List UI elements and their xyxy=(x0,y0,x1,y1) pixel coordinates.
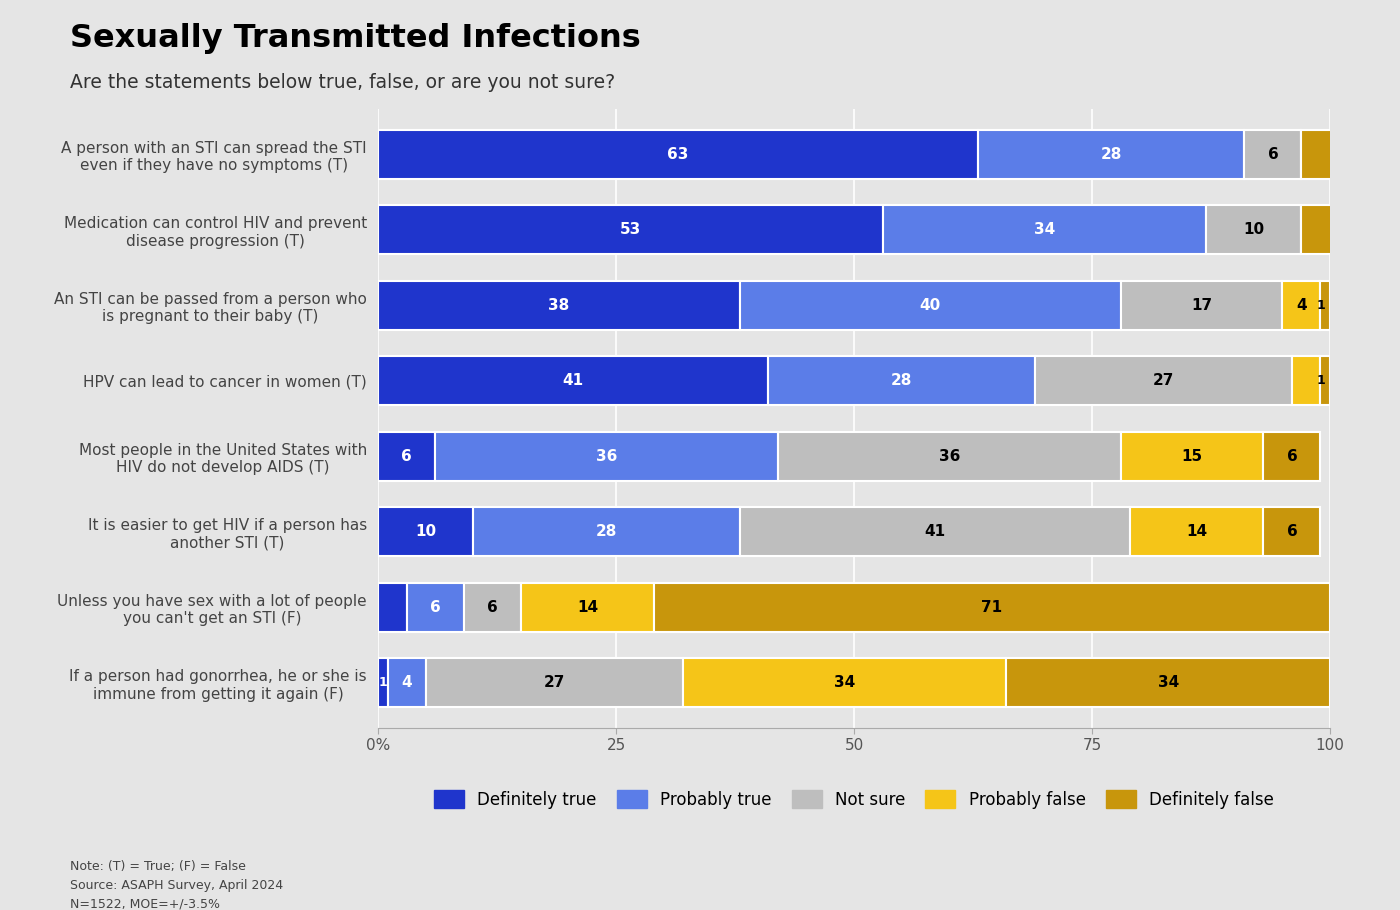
Text: 1: 1 xyxy=(1316,298,1324,312)
Text: 15: 15 xyxy=(1182,449,1203,464)
Text: 27: 27 xyxy=(543,675,564,690)
Text: 34: 34 xyxy=(834,675,855,690)
Bar xyxy=(1207,206,1302,255)
Bar xyxy=(378,658,388,707)
Text: 1: 1 xyxy=(378,676,388,689)
Text: 6: 6 xyxy=(1287,449,1298,464)
Bar xyxy=(378,130,977,179)
Bar xyxy=(739,281,1120,330)
Text: 34: 34 xyxy=(1033,222,1056,238)
Text: 6: 6 xyxy=(430,600,441,615)
Text: 6: 6 xyxy=(1267,147,1278,162)
Bar xyxy=(378,357,769,405)
Text: 38: 38 xyxy=(549,298,570,313)
Bar xyxy=(1282,281,1320,330)
Bar xyxy=(769,357,1035,405)
Bar xyxy=(1120,432,1263,480)
Bar xyxy=(378,432,435,480)
Text: 10: 10 xyxy=(1243,222,1264,238)
Bar xyxy=(1320,281,1330,330)
Bar xyxy=(463,582,521,632)
Text: 41: 41 xyxy=(924,524,945,540)
Text: 53: 53 xyxy=(620,222,641,238)
Text: 28: 28 xyxy=(890,373,913,389)
Text: 34: 34 xyxy=(1158,675,1179,690)
Bar xyxy=(1007,658,1330,707)
Bar xyxy=(378,582,406,632)
Text: 28: 28 xyxy=(596,524,617,540)
Text: 1: 1 xyxy=(1316,374,1324,388)
Text: 40: 40 xyxy=(920,298,941,313)
Text: Sexually Transmitted Infections: Sexually Transmitted Infections xyxy=(70,23,641,54)
Bar xyxy=(1263,507,1320,556)
Bar xyxy=(1245,130,1302,179)
Bar xyxy=(1035,357,1292,405)
Bar xyxy=(654,582,1330,632)
Bar xyxy=(378,206,882,255)
Text: 10: 10 xyxy=(414,524,437,540)
Text: 6: 6 xyxy=(487,600,497,615)
Bar xyxy=(1120,281,1282,330)
Text: 27: 27 xyxy=(1152,373,1175,389)
Bar xyxy=(1130,507,1263,556)
Bar xyxy=(739,507,1130,556)
Bar xyxy=(1292,357,1320,405)
Text: 36: 36 xyxy=(596,449,617,464)
Text: 28: 28 xyxy=(1100,147,1121,162)
Bar xyxy=(406,582,463,632)
Legend: Definitely true, Probably true, Not sure, Probably false, Definitely false: Definitely true, Probably true, Not sure… xyxy=(427,784,1281,815)
Bar xyxy=(683,658,1007,707)
Bar xyxy=(778,432,1120,480)
Bar xyxy=(1320,357,1330,405)
Bar xyxy=(1302,206,1400,255)
Text: 36: 36 xyxy=(938,449,960,464)
Bar xyxy=(426,658,683,707)
Bar xyxy=(1263,432,1320,480)
Text: 14: 14 xyxy=(1186,524,1207,540)
Text: 6: 6 xyxy=(1287,524,1298,540)
Text: Are the statements below true, false, or are you not sure?: Are the statements below true, false, or… xyxy=(70,73,615,92)
Bar xyxy=(378,281,739,330)
Text: 63: 63 xyxy=(668,147,689,162)
Text: 71: 71 xyxy=(981,600,1002,615)
Bar xyxy=(388,658,426,707)
Text: 17: 17 xyxy=(1191,298,1212,313)
Bar xyxy=(882,206,1207,255)
Bar xyxy=(473,507,739,556)
Bar xyxy=(435,432,778,480)
Bar xyxy=(521,582,654,632)
Text: Note: (T) = True; (F) = False
Source: ASAPH Survey, April 2024
N=1522, MOE=+/-3.: Note: (T) = True; (F) = False Source: AS… xyxy=(70,860,314,910)
Bar xyxy=(378,507,473,556)
Bar xyxy=(977,130,1245,179)
Text: 6: 6 xyxy=(402,449,412,464)
Text: 4: 4 xyxy=(402,675,412,690)
Text: 4: 4 xyxy=(1296,298,1306,313)
Text: 14: 14 xyxy=(577,600,598,615)
Bar xyxy=(1302,130,1400,179)
Text: 41: 41 xyxy=(563,373,584,389)
